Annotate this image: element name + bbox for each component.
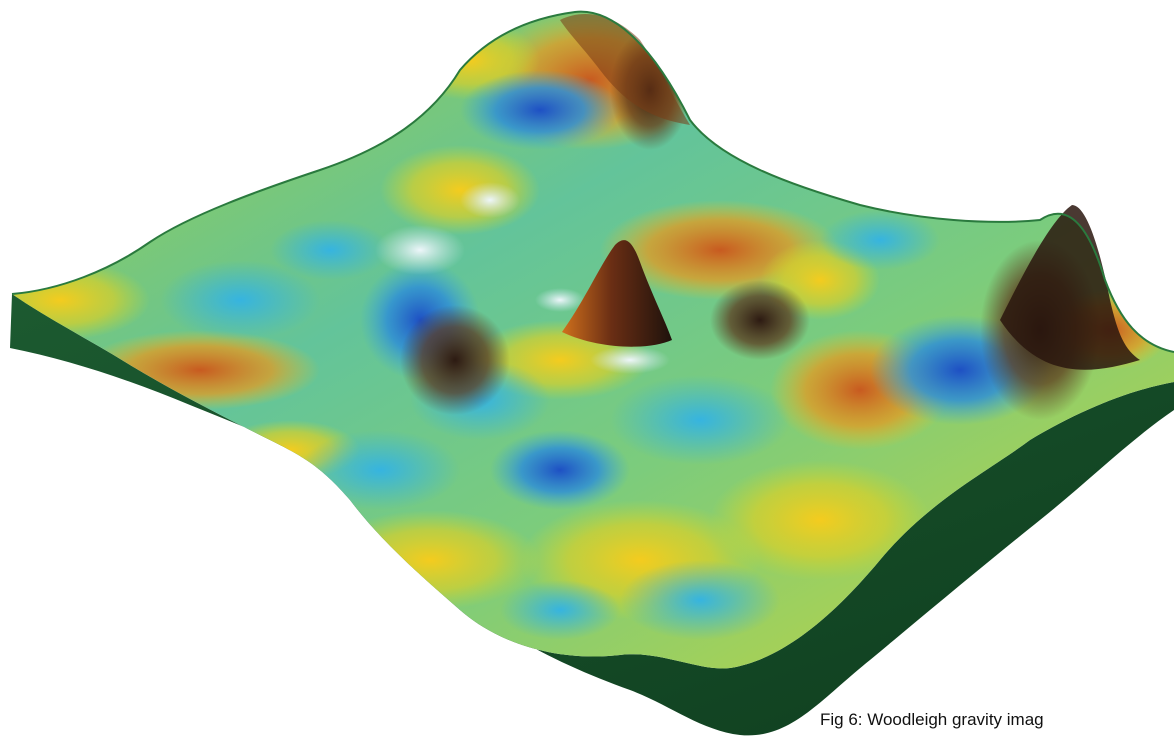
surface-base [10, 294, 1174, 736]
central-peak [562, 240, 672, 347]
figure-caption: Fig 6: Woodleigh gravity imag [820, 710, 1044, 729]
surface-rim [11, 10, 1174, 353]
top-ridge [560, 14, 690, 125]
right-ridge [1000, 205, 1140, 370]
